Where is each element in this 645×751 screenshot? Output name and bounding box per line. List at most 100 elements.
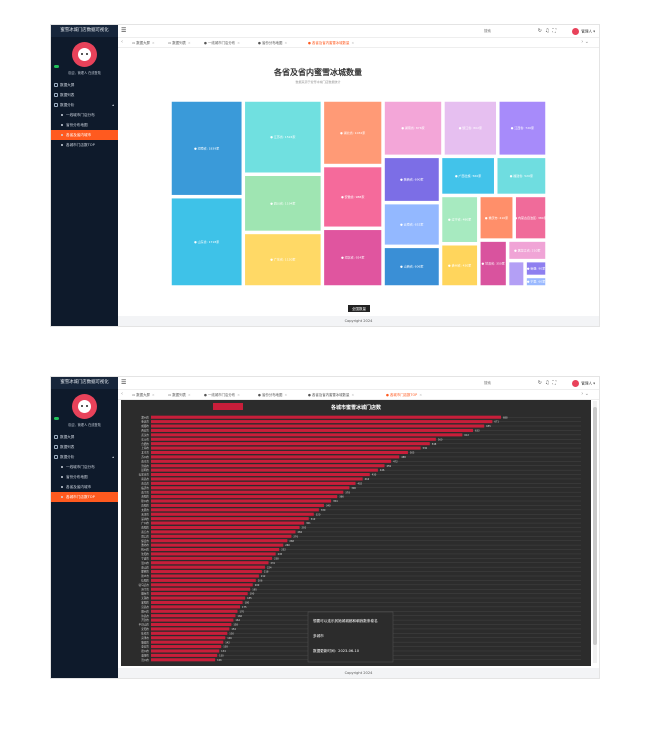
treemap-cell[interactable] <box>383 246 441 287</box>
bar[interactable] <box>151 508 319 512</box>
bar[interactable] <box>151 437 436 441</box>
bar[interactable] <box>151 415 501 419</box>
treemap-cell[interactable] <box>383 100 443 157</box>
treemap-cell[interactable] <box>243 100 323 175</box>
bar[interactable] <box>151 618 234 622</box>
tab-scroll-left-icon[interactable]: ‹ <box>121 391 123 397</box>
close-icon[interactable]: × <box>284 41 288 45</box>
user-menu[interactable]: 管理人 ▾ <box>572 28 595 35</box>
menu-toggle-icon[interactable]: ☰ <box>121 27 127 34</box>
bar[interactable] <box>151 645 222 649</box>
bar[interactable] <box>151 658 216 662</box>
tab-3[interactable]: ● 省份分布地图 × <box>258 40 287 45</box>
tab-scroll-left-icon[interactable]: ‹ <box>121 39 123 45</box>
bar[interactable] <box>151 473 370 477</box>
bar[interactable] <box>151 552 276 556</box>
bar[interactable] <box>151 570 262 574</box>
bar[interactable] <box>151 450 408 455</box>
sidebar-item-2[interactable]: 数据分析 ▴ <box>51 100 118 110</box>
tab-2[interactable]: ● 一线城市门店分布 × <box>204 392 240 397</box>
sidebar-item-2[interactable]: 数据分析 ▴ <box>51 452 118 462</box>
tab-0[interactable]: ▭ 数据大屏 × <box>132 392 155 397</box>
close-icon[interactable]: × <box>284 393 288 397</box>
close-icon[interactable]: × <box>351 393 355 397</box>
bell-icon[interactable]: ♫ <box>545 27 553 34</box>
tab-4[interactable]: ● 各省及省内蜜雪冰城数量 × <box>308 40 354 45</box>
treemap-cell[interactable] <box>440 195 479 244</box>
tab-1[interactable]: ▭ 数据列表 × <box>168 40 191 45</box>
treemap-cell[interactable] <box>322 100 383 166</box>
sidebar-item-5[interactable]: 各省及省内城市 <box>51 482 118 492</box>
treemap-cell[interactable] <box>243 232 323 287</box>
bar[interactable] <box>151 592 248 596</box>
bar[interactable] <box>151 428 474 432</box>
bar[interactable] <box>151 631 228 635</box>
bar[interactable] <box>151 605 241 609</box>
bar[interactable] <box>151 433 463 437</box>
tab-3[interactable]: ● 省份分布地图 × <box>258 392 287 397</box>
tab-scroll-right-icon[interactable]: › ⌄ <box>581 391 589 397</box>
bar[interactable] <box>151 521 305 525</box>
bar[interactable] <box>151 578 256 582</box>
treemap-cell[interactable] <box>322 165 383 229</box>
tab-5[interactable]: ● 各城市门店数TOP × <box>386 392 422 397</box>
bar[interactable] <box>151 490 344 494</box>
bar[interactable] <box>151 609 238 613</box>
bar[interactable] <box>151 565 265 569</box>
bar[interactable] <box>151 525 300 530</box>
search-input[interactable]: 搜索 <box>483 381 491 385</box>
bar[interactable] <box>151 455 400 459</box>
menu-toggle-icon[interactable]: ☰ <box>121 379 127 386</box>
bar[interactable] <box>151 596 246 600</box>
fullscreen-icon[interactable]: ⛶ <box>552 379 559 386</box>
bar[interactable] <box>151 442 430 446</box>
bar[interactable] <box>151 512 314 516</box>
bar[interactable] <box>151 653 218 657</box>
close-icon[interactable]: × <box>351 41 355 45</box>
bar[interactable] <box>151 459 392 463</box>
refresh-icon[interactable]: ↻ <box>537 27 545 34</box>
sidebar-item-1[interactable]: 数据列表 <box>51 442 118 452</box>
bar[interactable] <box>151 600 243 604</box>
treemap-cell[interactable] <box>479 240 508 287</box>
tab-1[interactable]: ▭ 数据列表 × <box>168 392 191 397</box>
close-icon[interactable]: × <box>151 393 155 397</box>
close-icon[interactable]: × <box>419 393 423 397</box>
bar[interactable] <box>151 477 363 481</box>
bar[interactable] <box>151 627 230 631</box>
sidebar-item-3[interactable]: 一线城市门店分布 <box>51 462 118 472</box>
tab-4[interactable]: ● 各省及省内蜜雪冰城数量 × <box>308 392 354 397</box>
scrollbar-thumb[interactable] <box>593 407 597 645</box>
treemap-cell[interactable] <box>525 276 547 287</box>
bar[interactable] <box>151 503 324 507</box>
sidebar-item-6[interactable]: 各城市门店数TOP <box>51 140 118 150</box>
bar[interactable] <box>151 539 288 543</box>
sidebar-item-0[interactable]: 数据大屏 <box>51 80 118 90</box>
bar[interactable] <box>151 499 332 503</box>
bar[interactable] <box>151 640 224 644</box>
tab-2[interactable]: ● 一线城市门店分布 × <box>204 40 240 45</box>
sidebar-item-6[interactable]: 各城市门店数TOP <box>51 492 118 502</box>
bar[interactable] <box>151 543 284 547</box>
bar[interactable] <box>151 530 296 534</box>
tab-scroll-right-icon[interactable]: › ⌄ <box>581 39 589 45</box>
refresh-icon[interactable]: ↻ <box>537 379 545 386</box>
treemap-cell[interactable] <box>507 260 525 287</box>
bar[interactable] <box>151 495 338 499</box>
bar[interactable] <box>151 424 485 428</box>
close-icon[interactable]: × <box>151 41 155 45</box>
bar[interactable] <box>151 534 292 538</box>
bar[interactable] <box>151 420 493 424</box>
sidebar-item-0[interactable]: 数据大屏 <box>51 432 118 442</box>
treemap-cell[interactable] <box>479 195 514 240</box>
treemap-cell[interactable] <box>525 260 547 277</box>
bar[interactable] <box>151 587 251 591</box>
sidebar-item-1[interactable]: 数据列表 <box>51 90 118 100</box>
treemap-cell[interactable] <box>170 100 244 197</box>
treemap-cell[interactable] <box>507 240 547 261</box>
tab-0[interactable]: ▭ 数据大屏 × <box>132 40 155 45</box>
bar[interactable] <box>151 468 378 472</box>
treemap-cell[interactable] <box>514 195 547 240</box>
fullscreen-icon[interactable]: ⛶ <box>552 27 559 34</box>
bar[interactable] <box>151 574 259 578</box>
